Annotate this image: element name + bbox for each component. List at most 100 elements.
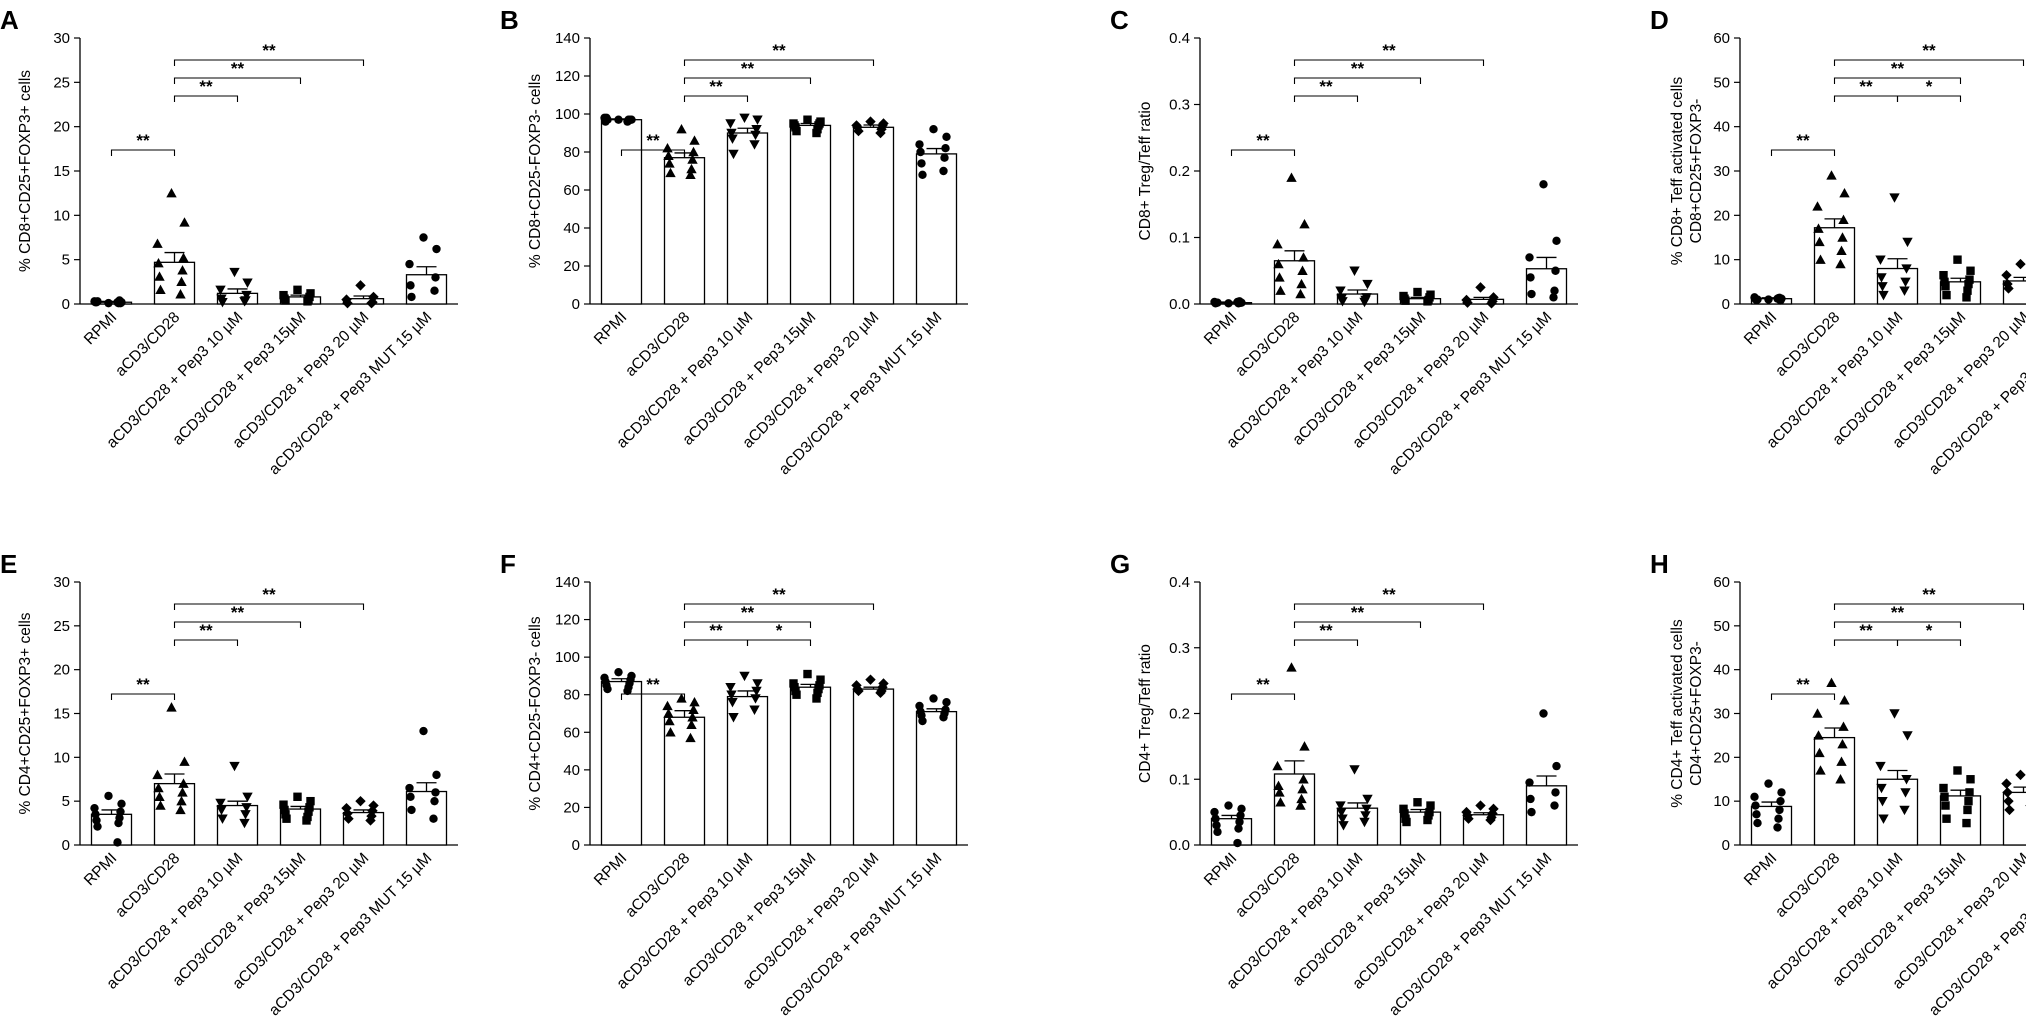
data-point [152, 769, 163, 780]
data-point [419, 726, 428, 736]
data-point [1776, 796, 1785, 806]
data-point [1426, 801, 1435, 810]
bar [1876, 778, 1919, 846]
y-tick-label: 80 [563, 687, 580, 704]
data-point [1296, 278, 1307, 289]
bar [915, 710, 958, 846]
data-point [1963, 805, 1972, 815]
significance-bracket [683, 59, 875, 66]
data-point [432, 244, 441, 254]
significance-bracket [173, 603, 365, 610]
y-tick-label: 20 [563, 258, 580, 275]
data-point [104, 791, 113, 801]
significance-bracket [1833, 639, 1899, 646]
data-point [1286, 662, 1297, 672]
significance-bracket [683, 639, 749, 646]
data-point [1539, 709, 1548, 718]
data-point [1966, 775, 1975, 784]
data-point [1233, 297, 1242, 307]
data-point [918, 170, 927, 179]
data-point [1966, 266, 1975, 275]
data-point [178, 252, 189, 263]
data-point [1359, 297, 1370, 308]
data-point [2001, 269, 2012, 281]
data-point [1234, 824, 1243, 833]
y-tick-label: 120 [555, 68, 580, 85]
data-point [939, 713, 948, 722]
significance-bracket [1293, 621, 1422, 628]
data-point [1362, 279, 1373, 290]
data-point [1964, 796, 1973, 806]
data-point [355, 795, 366, 807]
y-axis-title: CD8+CD25+FOXP3- [1688, 99, 1705, 244]
data-point [726, 128, 737, 139]
data-point [816, 675, 825, 684]
y-tick-label: 0.2 [1169, 163, 1190, 180]
significance-label: * [1926, 621, 1933, 640]
data-point [916, 147, 925, 157]
significance-label: ** [1922, 41, 1936, 60]
data-point [1902, 731, 1913, 741]
data-point [1525, 778, 1534, 787]
chart-panel-b: B 0 20 40 60 80 100 120 140 % CD8+CD25-FOXP3- cel… [500, 5, 968, 478]
data-point [686, 719, 697, 729]
y-tick-label: 30 [53, 30, 70, 47]
data-point [687, 154, 698, 164]
data-point [405, 783, 414, 793]
category-label: RPMI [81, 309, 120, 348]
data-point [1211, 814, 1220, 823]
data-point [1463, 813, 1474, 824]
y-tick-label: 10 [1713, 793, 1730, 810]
y-tick-label: 0.3 [1169, 97, 1190, 114]
data-point [1224, 299, 1233, 308]
panel-letter: B [500, 5, 519, 35]
y-tick-label: 30 [1713, 706, 1730, 723]
data-point [1899, 805, 1910, 816]
data-point [662, 143, 673, 153]
data-point [1773, 823, 1782, 832]
data-point [664, 715, 675, 726]
data-point [685, 732, 696, 743]
bar [153, 261, 196, 305]
significance-bracket [1293, 59, 1485, 66]
data-point [155, 284, 166, 295]
significance-label: ** [262, 41, 276, 60]
data-point [1338, 821, 1349, 831]
significance-label: ** [646, 131, 660, 150]
data-point [1526, 273, 1535, 282]
data-point [688, 704, 699, 714]
significance-label: ** [136, 675, 150, 694]
data-point [614, 115, 623, 124]
data-point [792, 690, 801, 699]
data-point [166, 702, 177, 712]
data-point [689, 135, 700, 145]
data-point [342, 808, 353, 819]
data-point [865, 116, 876, 127]
data-point [1299, 741, 1310, 751]
y-tick-label: 40 [563, 762, 580, 779]
data-point [104, 298, 113, 308]
significance-label: ** [646, 675, 660, 694]
data-point [2003, 283, 2014, 294]
panel-letter: F [500, 549, 516, 579]
data-point [686, 163, 697, 174]
data-point [929, 694, 938, 703]
data-point [153, 782, 164, 793]
data-point [664, 158, 675, 168]
data-point [1839, 187, 1850, 198]
data-point [623, 117, 632, 126]
data-point [1941, 282, 1950, 291]
data-point [293, 792, 302, 801]
data-point [1349, 266, 1360, 276]
data-point [939, 166, 948, 176]
data-point [406, 281, 415, 290]
data-point [685, 169, 696, 179]
significance-bracket [620, 693, 686, 700]
data-point [1876, 273, 1887, 283]
data-point [341, 802, 352, 814]
significance-label: ** [231, 603, 245, 622]
data-point [1900, 788, 1911, 798]
data-point [154, 271, 165, 281]
data-point [853, 125, 864, 137]
